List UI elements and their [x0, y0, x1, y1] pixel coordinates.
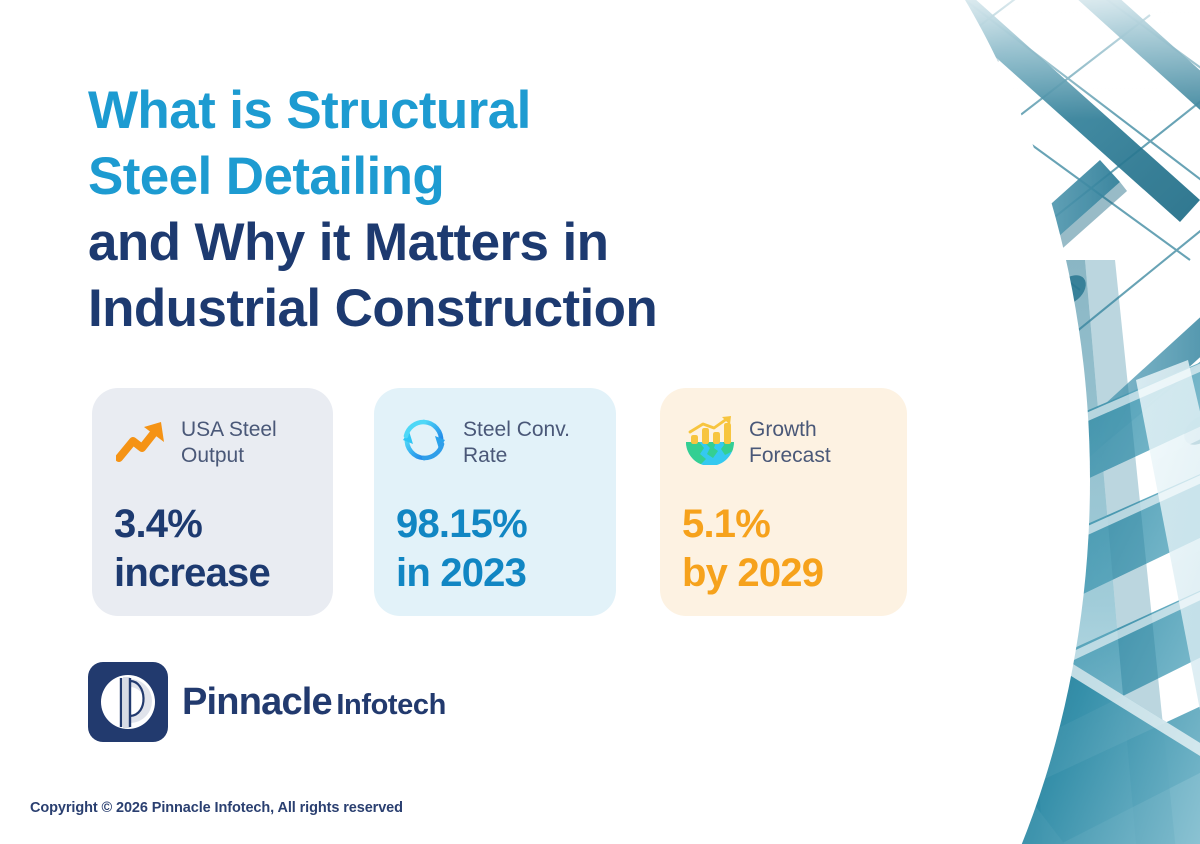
stat-card-usa-steel-output: USA Steel Output 3.4% increase	[92, 388, 333, 616]
refresh-cycle-icon	[396, 414, 452, 466]
stat-value: 5.1% by 2029	[682, 500, 885, 598]
title-line-3: and Why it Matters in	[88, 213, 609, 272]
stat-value-line-2: by 2029	[682, 551, 824, 595]
stat-card-steel-conversion-rate: Steel Conv. Rate 98.15% in 2023	[374, 388, 616, 616]
stat-value-line-1: 98.15%	[396, 502, 528, 546]
stat-label: USA Steel Output	[181, 418, 277, 467]
stat-value-line-1: 3.4%	[114, 502, 203, 546]
trending-up-arrow-icon	[114, 414, 170, 466]
brand-logo[interactable]: Pinnacle Infotech	[88, 662, 446, 742]
stat-value-line-1: 5.1%	[682, 502, 771, 546]
stat-label: Steel Conv. Rate	[463, 418, 570, 467]
stat-card-group: USA Steel Output 3.4% increase	[92, 388, 907, 616]
stat-value: 3.4% increase	[114, 500, 311, 598]
card-header: USA Steel Output	[114, 414, 311, 486]
page-title: What is Structural Steel Detailing and W…	[88, 78, 788, 342]
stat-value-line-2: in 2023	[396, 551, 527, 595]
title-line-1: What is Structural	[88, 81, 531, 140]
stat-value: 98.15% in 2023	[396, 500, 594, 598]
logo-subtitle: Infotech	[336, 689, 446, 721]
title-line-2: Steel Detailing	[88, 147, 445, 206]
logo-name: Pinnacle	[182, 681, 333, 723]
copyright-text: Copyright © 2026 Pinnacle Infotech, All …	[30, 800, 403, 816]
stat-label: Growth Forecast	[749, 418, 831, 467]
card-header: Steel Conv. Rate	[396, 414, 594, 486]
pinnacle-p-monogram-icon	[88, 662, 168, 742]
title-line-4: Industrial Construction	[88, 279, 658, 338]
card-header: Growth Forecast	[682, 414, 885, 486]
globe-growth-chart-icon	[682, 414, 738, 466]
stat-card-growth-forecast: Growth Forecast 5.1% by 2029	[660, 388, 907, 616]
logo-wordmark: Pinnacle Infotech	[182, 682, 446, 722]
stat-value-line-2: increase	[114, 551, 271, 595]
